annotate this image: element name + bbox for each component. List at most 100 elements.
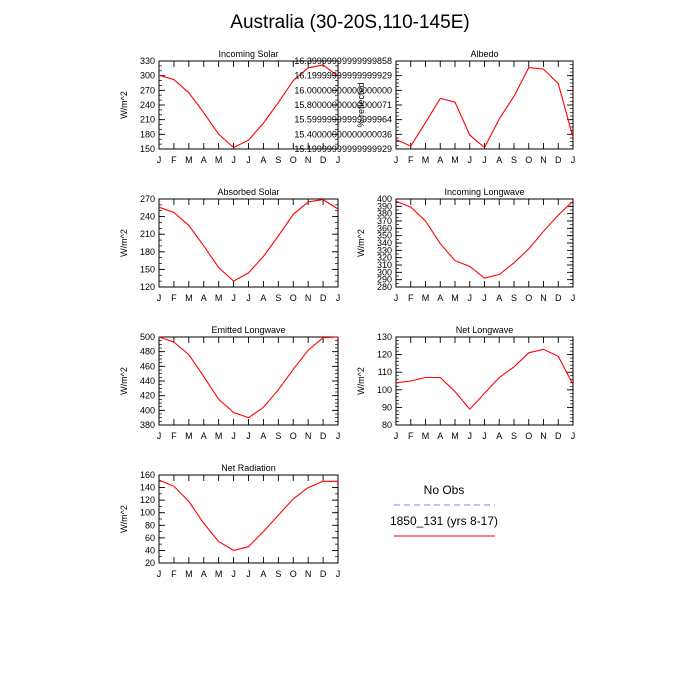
x-tick-label: J	[246, 293, 251, 303]
x-tick-label: A	[437, 431, 443, 441]
x-tick-label: A	[201, 293, 207, 303]
x-tick-label: A	[496, 293, 502, 303]
series-line	[158, 64, 339, 149]
x-tick-label: J	[571, 431, 576, 441]
x-tick-label: A	[496, 155, 502, 165]
x-tick-label: S	[275, 431, 281, 441]
y-tick-label: 420	[140, 391, 155, 401]
x-tick-label: J	[157, 293, 162, 303]
y-tick-label: 80	[145, 520, 155, 530]
y-tick-label: 15.19999999999999929	[294, 144, 392, 154]
x-tick-label: A	[260, 155, 266, 165]
x-tick-label: J	[468, 293, 473, 303]
x-tick-label: O	[525, 293, 532, 303]
x-tick-label: N	[305, 155, 312, 165]
x-tick-label: F	[171, 431, 177, 441]
x-tick-label: J	[482, 431, 487, 441]
x-tick-label: S	[511, 431, 517, 441]
y-tick-label: 400	[140, 405, 155, 415]
legend-obs-label: No Obs	[424, 483, 465, 497]
y-tick-label: 120	[140, 495, 155, 505]
x-tick-label: M	[422, 155, 430, 165]
x-tick-label: J	[394, 431, 399, 441]
x-tick-label: F	[408, 293, 414, 303]
x-tick-label: A	[201, 155, 207, 165]
x-tick-label: M	[451, 431, 459, 441]
x-tick-label: A	[437, 293, 443, 303]
x-tick-label: F	[171, 569, 177, 579]
y-axis-label: W/m^2	[119, 229, 129, 257]
y-tick-label: 440	[140, 376, 155, 386]
y-tick-label: 360	[377, 223, 392, 233]
y-tick-label: 160	[140, 470, 155, 480]
y-tick-label: 380	[140, 420, 155, 430]
figure-title: Australia (30-20S,110-145E)	[230, 12, 470, 33]
x-tick-label: J	[231, 155, 236, 165]
plot-frame	[158, 198, 339, 288]
x-tick-label: J	[231, 569, 236, 579]
y-tick-label: 120	[140, 282, 155, 292]
x-tick-label: J	[246, 569, 251, 579]
y-tick-label: 100	[140, 508, 155, 518]
x-tick-label: O	[290, 569, 297, 579]
y-axis-label: W/m^2	[356, 367, 366, 395]
y-tick-label: 460	[140, 361, 155, 371]
x-tick-label: A	[260, 293, 266, 303]
y-tick-label: 500	[140, 332, 155, 342]
y-tick-label: 16.19999999999999929	[294, 71, 392, 81]
series-line	[395, 200, 574, 279]
panel-title: Net Radiation	[221, 463, 276, 473]
panel-title: Incoming Solar	[218, 49, 278, 59]
y-tick-label: 370	[377, 216, 392, 226]
x-tick-label: D	[555, 431, 562, 441]
x-tick-label: N	[305, 293, 312, 303]
y-tick-label: 150	[140, 144, 155, 154]
x-tick-label: M	[215, 569, 223, 579]
series-line	[395, 348, 574, 411]
x-tick-label: M	[185, 431, 193, 441]
y-tick-label: 330	[140, 56, 155, 66]
y-tick-label: 240	[140, 212, 155, 222]
x-tick-label: J	[482, 293, 487, 303]
plot-frame	[158, 474, 339, 564]
y-tick-label: 300	[140, 71, 155, 81]
x-tick-label: M	[185, 569, 193, 579]
series-line	[158, 336, 339, 419]
y-tick-label: 140	[140, 483, 155, 493]
x-tick-label: D	[320, 155, 327, 165]
panel-title: Emitted Longwave	[211, 325, 285, 335]
x-tick-label: J	[246, 155, 251, 165]
x-tick-label: F	[171, 155, 177, 165]
y-tick-label: 15.40000000000000036	[294, 129, 392, 139]
y-axis-label: % reflected	[356, 82, 366, 127]
x-tick-label: M	[422, 431, 430, 441]
x-tick-label: M	[422, 293, 430, 303]
x-tick-label: F	[171, 293, 177, 303]
x-tick-label: O	[525, 431, 532, 441]
x-tick-label: S	[275, 293, 281, 303]
x-tick-label: M	[185, 155, 193, 165]
x-tick-label: A	[260, 569, 266, 579]
x-tick-label: A	[260, 431, 266, 441]
x-tick-label: J	[571, 293, 576, 303]
x-tick-label: J	[571, 155, 576, 165]
x-tick-label: M	[451, 155, 459, 165]
y-tick-label: 90	[382, 402, 392, 412]
y-tick-label: 320	[377, 253, 392, 263]
y-axis-label: W/m^2	[119, 91, 129, 119]
y-tick-label: 110	[378, 367, 392, 377]
y-tick-label: 15.59999999999999964	[294, 115, 392, 125]
y-tick-label: 60	[145, 533, 155, 543]
x-tick-label: F	[408, 155, 414, 165]
x-tick-label: J	[157, 431, 162, 441]
plot-frame	[395, 60, 574, 150]
panel-title: Net Longwave	[456, 325, 514, 335]
y-tick-label: 310	[377, 260, 392, 270]
x-tick-label: S	[275, 155, 281, 165]
x-tick-label: S	[275, 569, 281, 579]
x-tick-label: F	[408, 431, 414, 441]
